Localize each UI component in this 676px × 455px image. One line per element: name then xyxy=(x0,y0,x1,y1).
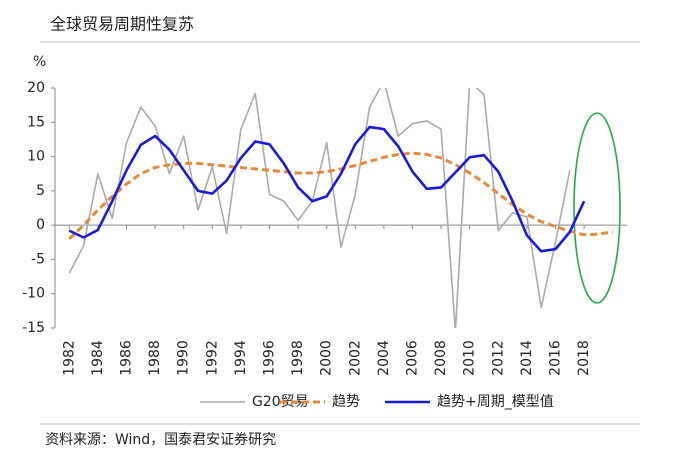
x-tick-label: 2000 xyxy=(319,340,335,376)
x-tick-label: 2002 xyxy=(347,340,363,376)
y-tick-label: -15 xyxy=(22,320,45,336)
x-tick-label: 1982 xyxy=(61,340,77,376)
y-tick-label: 20 xyxy=(27,80,45,96)
y-tick-label: 0 xyxy=(36,217,45,233)
chart-title: 全球贸易周期性复苏 xyxy=(50,15,194,34)
y-axis-label: % xyxy=(33,54,46,70)
x-tick-label: 2008 xyxy=(433,340,449,376)
x-tick-label: 1990 xyxy=(176,340,192,376)
x-tick-label: 1994 xyxy=(233,340,249,376)
plot-area xyxy=(68,88,613,328)
x-tick-label: 2004 xyxy=(376,340,392,376)
y-tick-label: 10 xyxy=(27,149,45,165)
y-tick-label: -5 xyxy=(31,251,45,267)
legend-label: 趋势+周期_模型值 xyxy=(437,394,554,410)
y-tick-label: 15 xyxy=(27,114,45,130)
y-tick-label: 5 xyxy=(36,183,45,199)
x-tick-label: 1992 xyxy=(204,340,220,376)
source-note: 资料来源：Wind，国泰君安证券研究 xyxy=(45,432,276,448)
series-line xyxy=(68,151,613,240)
x-tick-label: 2012 xyxy=(490,340,506,376)
highlight-ellipse xyxy=(573,112,621,304)
x-tick-label: 1988 xyxy=(147,340,163,376)
x-tick-label: 2014 xyxy=(519,340,535,376)
series-line xyxy=(68,88,571,328)
x-tick-label: 1984 xyxy=(90,340,106,376)
x-tick-label: 1996 xyxy=(262,340,278,376)
x-tick-label: 2018 xyxy=(576,340,592,376)
y-tick-label: -10 xyxy=(22,286,45,302)
x-tick-label: 2010 xyxy=(462,340,478,376)
x-tick-label: 1986 xyxy=(119,340,135,376)
series-line xyxy=(68,125,586,253)
legend-label: 趋势 xyxy=(332,394,360,410)
x-tick-label: 2006 xyxy=(405,340,421,376)
x-tick-label: 2016 xyxy=(548,340,564,376)
x-tick-label: 1998 xyxy=(290,340,306,376)
